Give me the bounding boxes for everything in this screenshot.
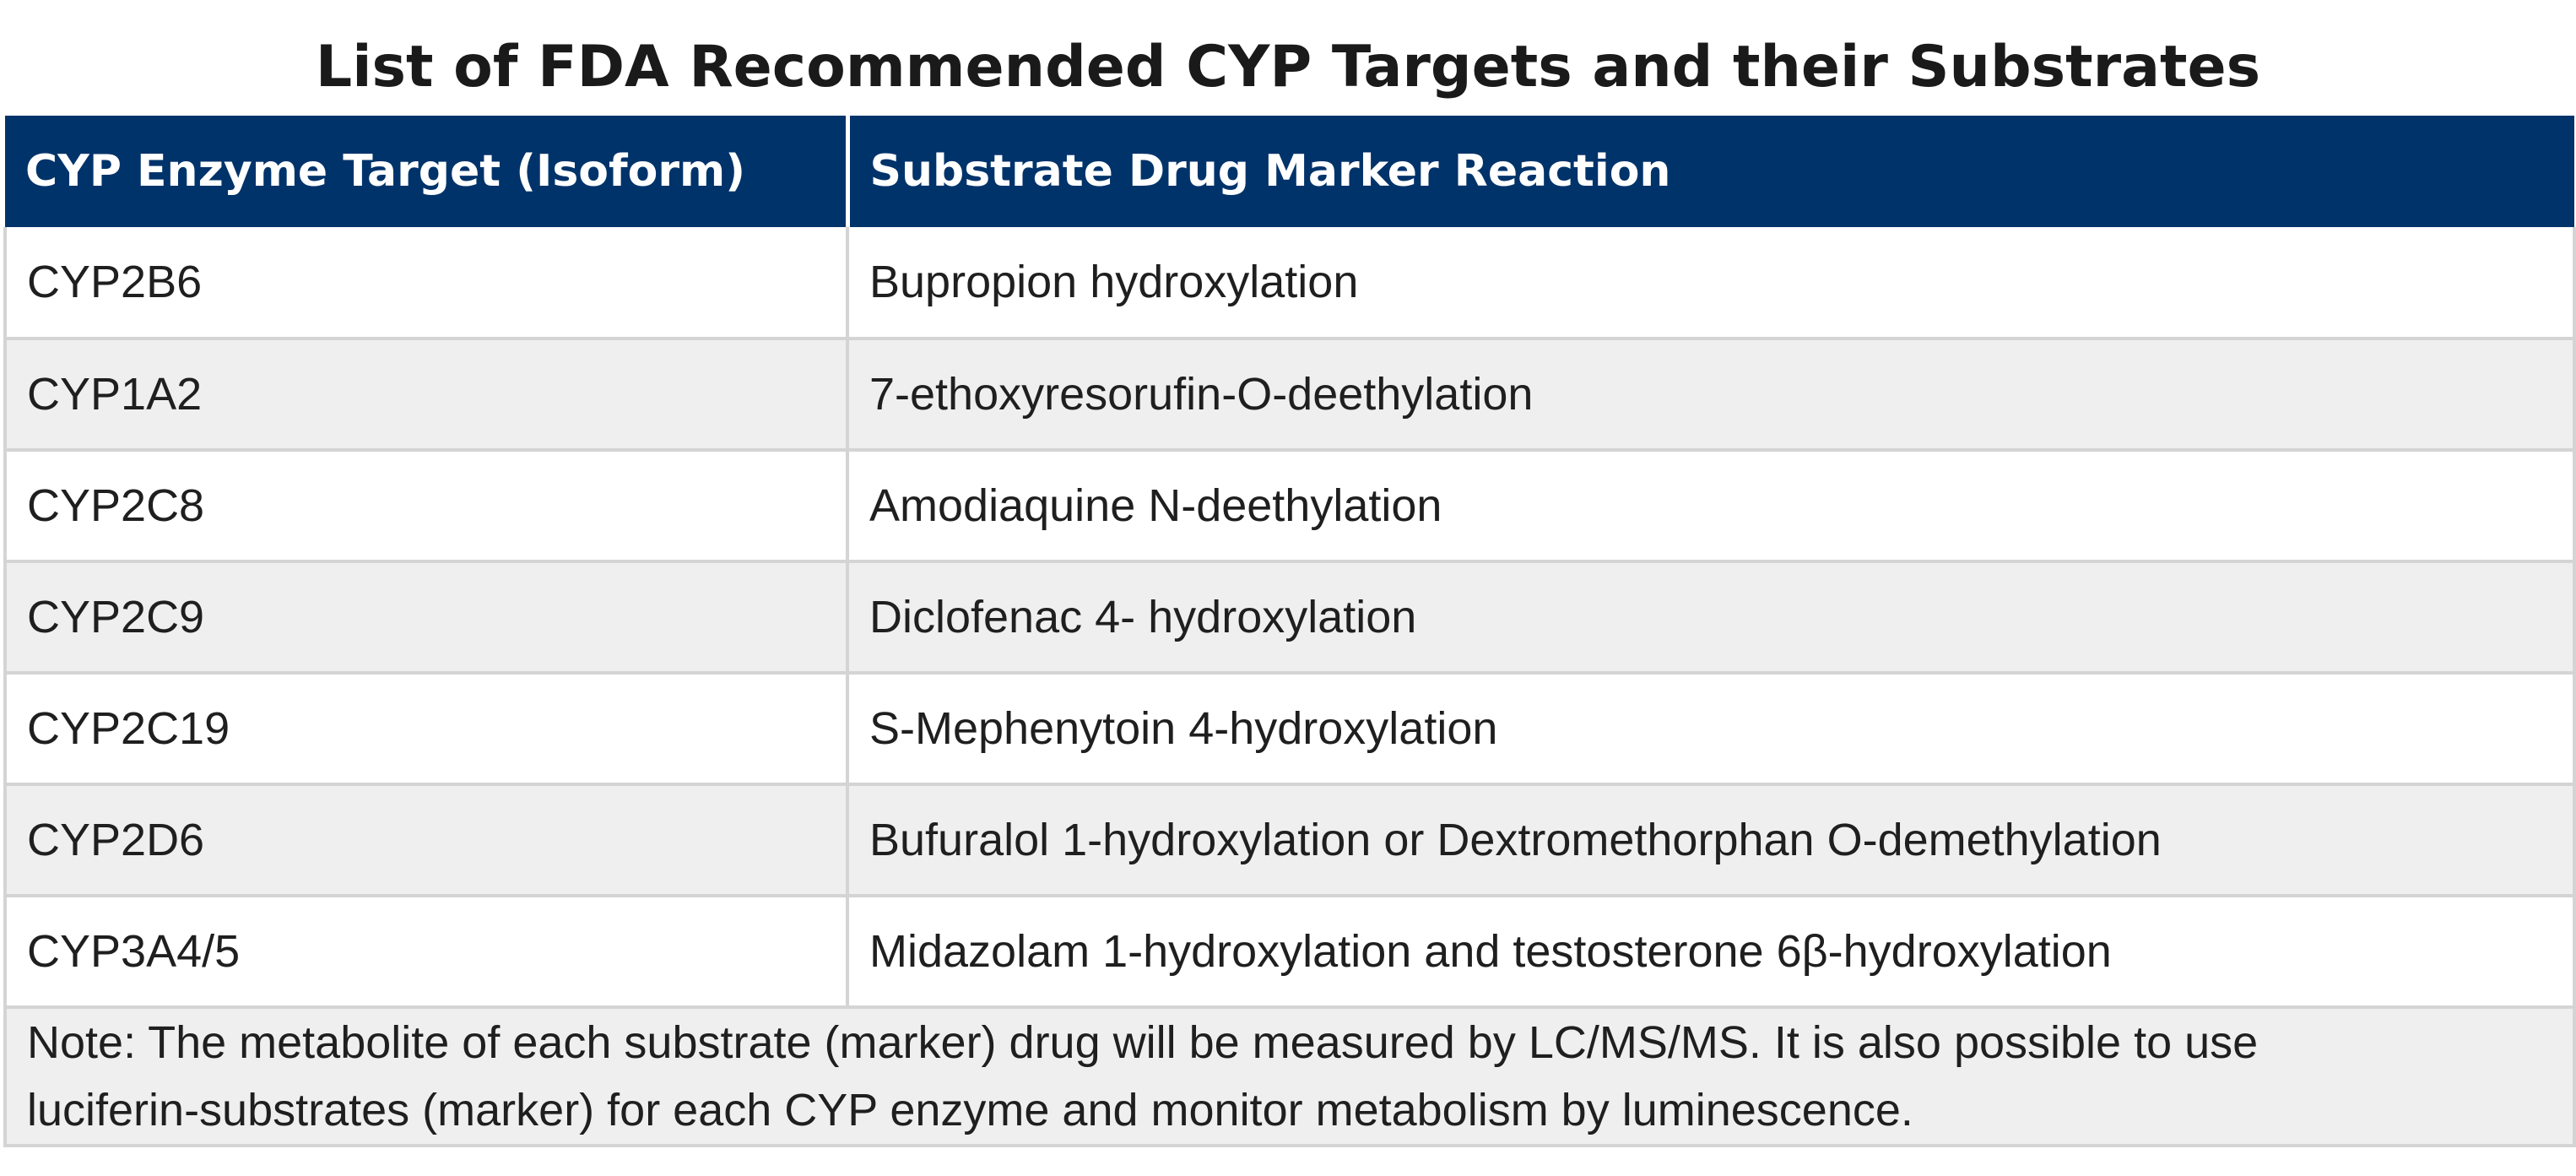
reaction-cell: Bupropion hydroxylation (847, 227, 2576, 340)
reaction-cell: Diclofenac 4- hydroxylation (847, 561, 2576, 675)
column-header-enzyme: CYP Enzyme Target (Isoform) (5, 116, 850, 227)
page-title: List of FDA Recommended CYP Targets and … (315, 34, 2261, 100)
enzyme-cell: CYP2B6 (3, 227, 849, 340)
reaction-cell: 7-ethoxyresorufin-O-deethylation (847, 339, 2576, 452)
table-row: CYP2C19 S-Mephenytoin 4-hydroxylation (3, 673, 2576, 786)
enzyme-cell: CYP2D6 (3, 784, 849, 897)
enzyme-cell: CYP1A2 (3, 339, 849, 452)
reaction-cell: Midazolam 1-hydroxylation and testostero… (847, 896, 2576, 1009)
table-row: CYP2C9 Diclofenac 4- hydroxylation (3, 561, 2576, 675)
enzyme-cell: CYP2C9 (3, 561, 849, 675)
note-line-2: luciferin-substrates (marker) for each C… (27, 1085, 1913, 1135)
reaction-cell: S-Mephenytoin 4-hydroxylation (847, 673, 2576, 786)
table-note: Note: The metabolite of each substrate (… (3, 1007, 2576, 1147)
column-header-reaction: Substrate Drug Marker Reaction (847, 116, 2574, 227)
enzyme-cell: CYP2C8 (3, 450, 849, 563)
table-row: CYP2B6 Bupropion hydroxylation (3, 227, 2576, 340)
enzyme-cell: CYP2C19 (3, 673, 849, 786)
reaction-cell: Amodiaquine N-deethylation (847, 450, 2576, 563)
table-header-row: CYP Enzyme Target (Isoform) Substrate Dr… (5, 116, 2574, 227)
table-row: CYP2D6 Bufuralol 1-hydroxylation or Dext… (3, 784, 2576, 897)
reaction-cell: Bufuralol 1-hydroxylation or Dextrometho… (847, 784, 2576, 897)
table-note-row: Note: The metabolite of each substrate (… (3, 1007, 2576, 1147)
table-row: CYP2C8 Amodiaquine N-deethylation (3, 450, 2576, 563)
table-row: CYP1A2 7-ethoxyresorufin-O-deethylation (3, 339, 2576, 452)
table-row: CYP3A4/5 Midazolam 1-hydroxylation and t… (3, 896, 2576, 1009)
cyp-targets-table: CYP Enzyme Target (Isoform) Substrate Dr… (3, 116, 2576, 1147)
note-line-1: Note: The metabolite of each substrate (… (27, 1017, 2259, 1068)
enzyme-cell: CYP3A4/5 (3, 896, 849, 1009)
